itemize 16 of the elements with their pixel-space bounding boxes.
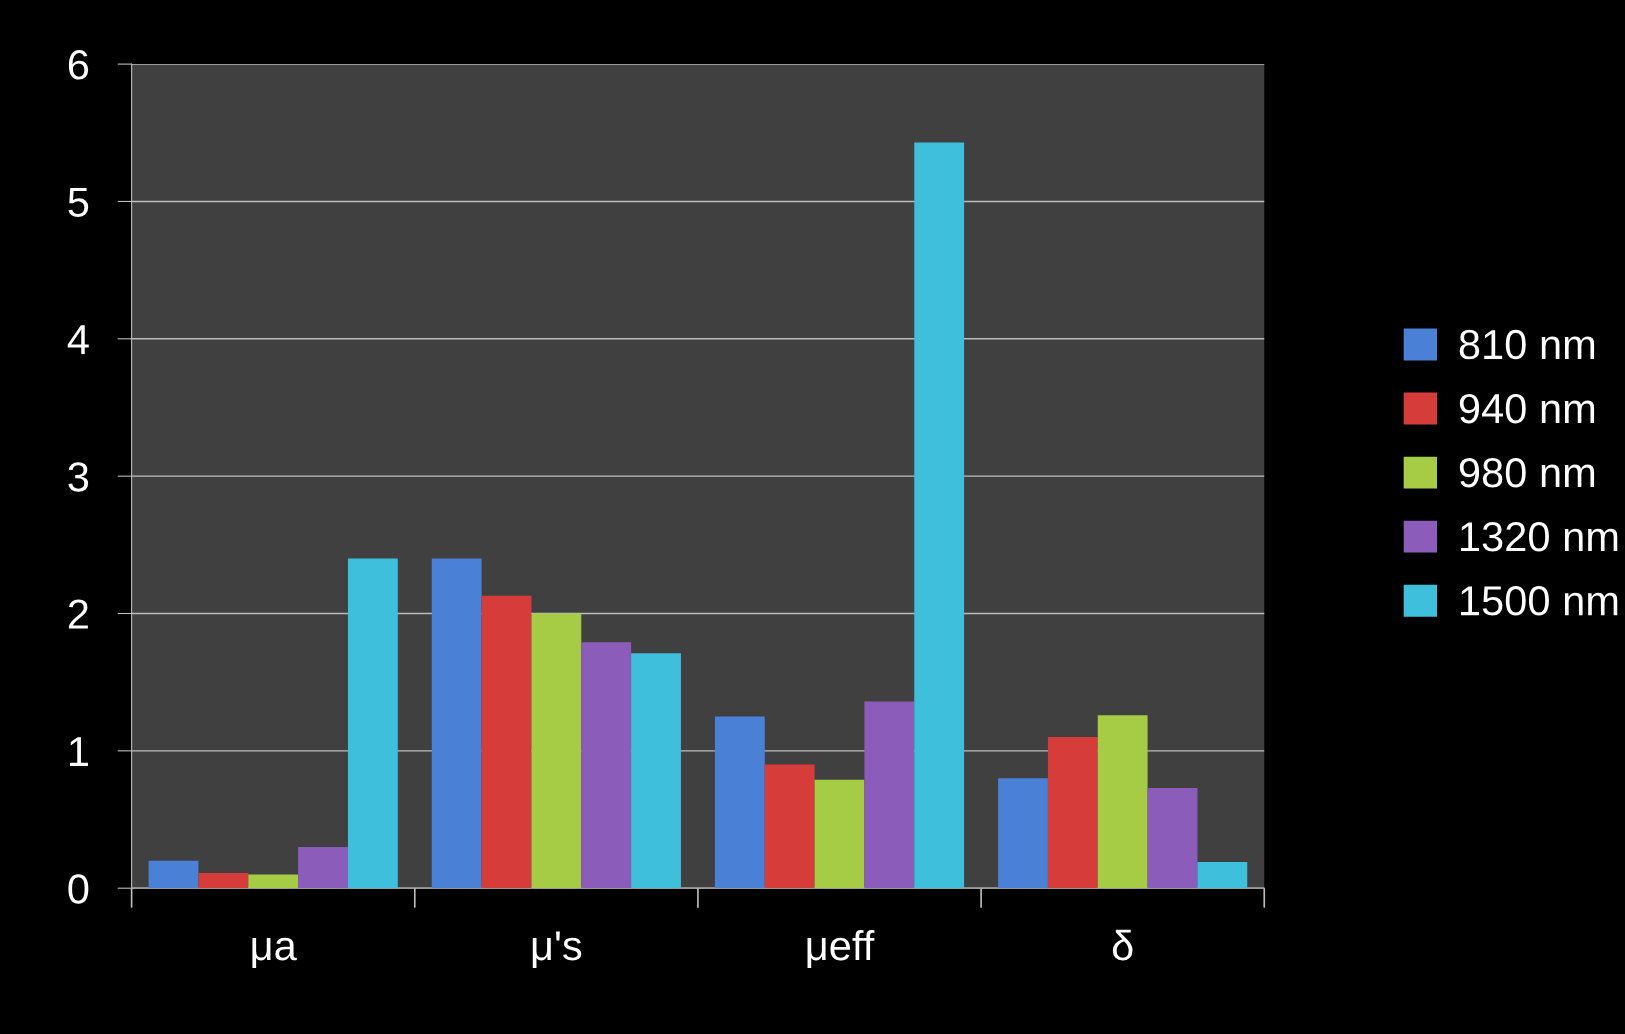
legend-label: 1320 nm xyxy=(1461,522,1618,552)
legend-label: 980 nm xyxy=(1459,457,1595,488)
y-tick-label: 5 xyxy=(68,187,89,217)
x-tick-label: δ xyxy=(1112,929,1133,961)
x-tick-label: μa xyxy=(252,937,297,969)
legend-label: 1500 nm xyxy=(1461,586,1618,616)
legend-label: 810 nm xyxy=(1459,329,1595,360)
y-tick-label: 6 xyxy=(68,50,89,80)
y-tick-label: 0 xyxy=(68,874,89,904)
x-tick-label: μ's xyxy=(532,931,582,969)
legend-label: 940 nm xyxy=(1459,393,1595,424)
y-tick-label: 2 xyxy=(68,599,88,629)
x-tick-label: μeff xyxy=(807,929,875,969)
y-tick-label: 4 xyxy=(67,325,89,354)
y-tick-label: 3 xyxy=(68,462,89,492)
y-tick-label: 1 xyxy=(69,737,88,766)
